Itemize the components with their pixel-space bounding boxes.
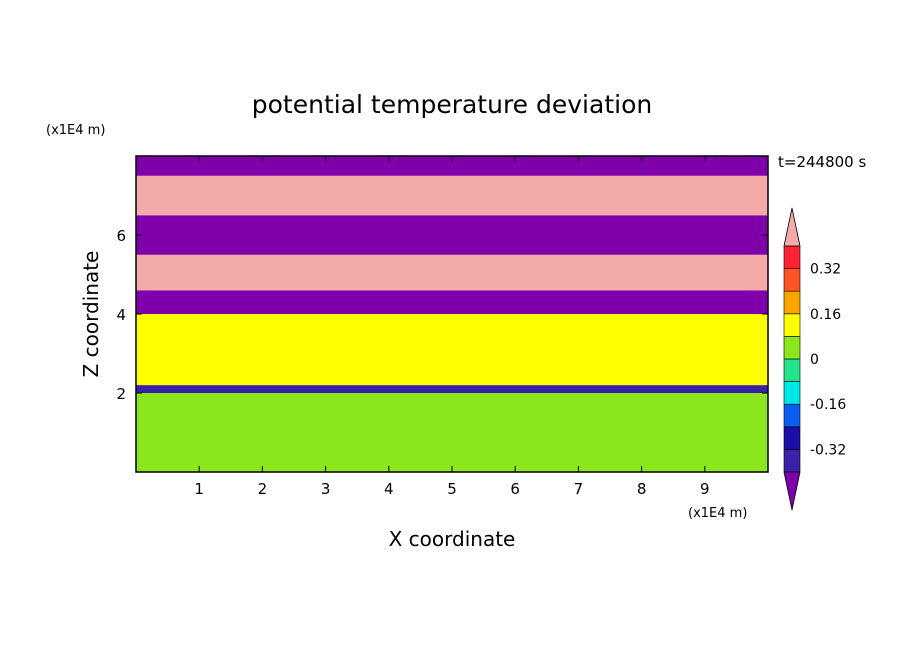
colorbar-segment bbox=[783, 336, 801, 360]
colorbar-segment bbox=[783, 268, 801, 292]
colorbar-extend-max bbox=[783, 207, 801, 247]
colorbar-segment bbox=[783, 403, 801, 428]
colorbar-segment bbox=[783, 358, 801, 382]
y-axis-label: Z coordinate bbox=[79, 251, 103, 378]
x-axis: 1 2 3 4 5 6 7 8 9 bbox=[194, 156, 710, 498]
field-band-6 bbox=[136, 175, 768, 216]
x-tick-label: 4 bbox=[384, 480, 394, 498]
x-tick-label: 3 bbox=[321, 480, 331, 498]
colorbar: -0.32 -0.16 0 0.16 0.32 bbox=[783, 207, 846, 511]
x-axis-label: X coordinate bbox=[389, 527, 516, 551]
field-band-5 bbox=[136, 215, 768, 255]
field-band-1 bbox=[136, 385, 768, 393]
colorbar-segment bbox=[783, 245, 801, 269]
colorbar-label: 0.16 bbox=[810, 307, 841, 323]
field-band-0 bbox=[136, 393, 768, 472]
y-axis: 2 4 6 bbox=[116, 227, 768, 403]
chart-title: potential temperature deviation bbox=[252, 90, 652, 119]
x-tick-label: 6 bbox=[510, 480, 520, 498]
x-unit-label: (x1E4 m) bbox=[688, 506, 747, 521]
colorbar-label: 0.32 bbox=[810, 262, 841, 278]
colorbar-label: 0 bbox=[810, 352, 819, 368]
field-band-2 bbox=[136, 314, 768, 386]
y-tick-label: 4 bbox=[116, 306, 126, 324]
x-tick-label: 7 bbox=[574, 480, 584, 498]
time-label: t=244800 s bbox=[778, 153, 866, 171]
field-band-7 bbox=[136, 156, 768, 176]
colorbar-segment bbox=[783, 381, 801, 405]
x-tick-label: 5 bbox=[447, 480, 457, 498]
heatmap-field bbox=[136, 156, 768, 472]
colorbar-segment bbox=[783, 313, 801, 337]
y-tick-label: 6 bbox=[116, 227, 126, 245]
y-tick-label: 2 bbox=[116, 385, 126, 403]
x-tick-label: 9 bbox=[700, 480, 710, 498]
colorbar-label: -0.32 bbox=[810, 442, 846, 458]
colorbar-segment bbox=[783, 449, 801, 473]
x-tick-label: 1 bbox=[194, 480, 204, 498]
colorbar-extend-min bbox=[783, 471, 801, 511]
colorbar-label: -0.16 bbox=[810, 397, 846, 413]
x-tick-label: 8 bbox=[637, 480, 647, 498]
x-tick-label: 2 bbox=[258, 480, 268, 498]
colorbar-segment bbox=[783, 290, 801, 315]
y-unit-label: (x1E4 m) bbox=[46, 123, 105, 138]
field-band-4 bbox=[136, 254, 768, 291]
field-band-3 bbox=[136, 290, 768, 314]
colorbar-segment bbox=[783, 426, 801, 450]
